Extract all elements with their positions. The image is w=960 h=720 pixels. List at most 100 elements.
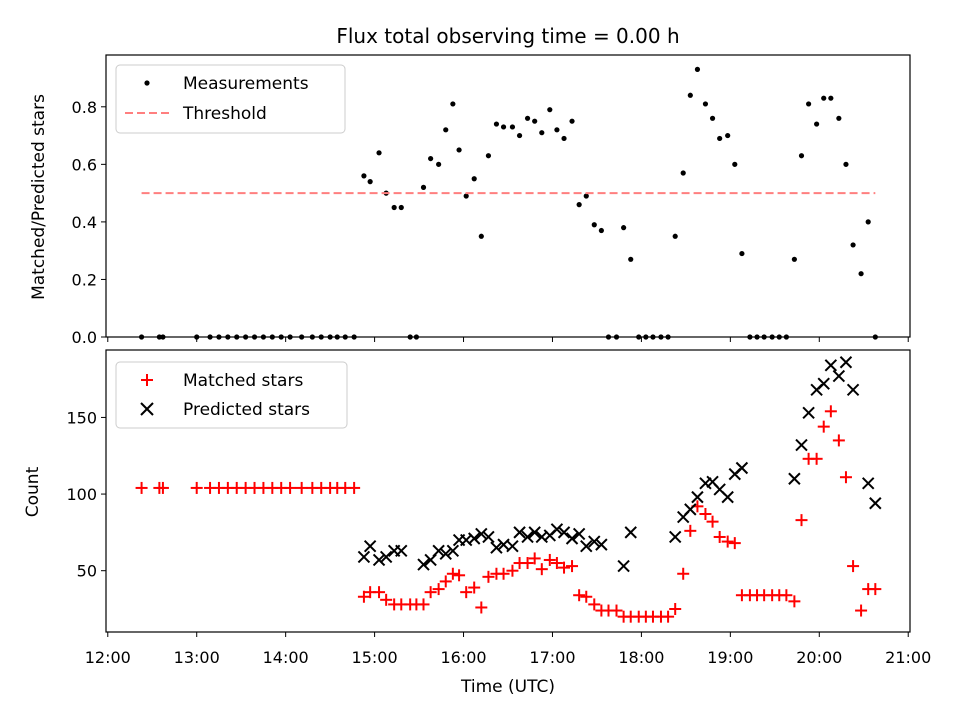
x-tick-label: 18:00 bbox=[618, 648, 664, 667]
matched-stars-point bbox=[156, 481, 169, 494]
measurements-point bbox=[828, 95, 834, 101]
x-tick-label: 16:00 bbox=[440, 648, 486, 667]
bottom-y-tick-label: 50 bbox=[77, 562, 97, 581]
legend-threshold-label: Threshold bbox=[182, 104, 267, 124]
measurements-point bbox=[843, 161, 849, 167]
measurements-point bbox=[569, 118, 575, 124]
measurements-point bbox=[858, 271, 864, 277]
measurements-point bbox=[628, 256, 634, 262]
matched-stars-point bbox=[190, 481, 203, 494]
matched-stars-point bbox=[728, 537, 741, 550]
predicted-stars-point bbox=[417, 558, 430, 571]
measurements-point bbox=[725, 132, 731, 139]
matched-stars-point bbox=[482, 570, 495, 583]
predicted-stars-point bbox=[357, 550, 371, 564]
matched-stars-point bbox=[847, 560, 860, 573]
predicted-stars-point bbox=[475, 527, 488, 541]
matched-stars-point bbox=[610, 604, 623, 617]
top-axes-frame bbox=[105, 54, 911, 338]
measurements-point bbox=[576, 202, 582, 208]
predicted-stars-point bbox=[788, 472, 801, 485]
predicted-stars-point bbox=[580, 539, 593, 553]
matched-stars-point bbox=[468, 581, 481, 594]
measurements-point bbox=[420, 184, 427, 190]
measurements-point bbox=[598, 227, 604, 234]
predicted-stars-point bbox=[506, 539, 519, 553]
matched-stars-point bbox=[295, 481, 308, 494]
x-tick-label: 13:00 bbox=[174, 648, 220, 667]
matched-stars-point bbox=[284, 481, 297, 494]
matched-stars-point bbox=[357, 590, 370, 603]
legend-measurements-marker bbox=[144, 80, 150, 86]
measurements-point bbox=[485, 153, 492, 159]
predicted-stars-point bbox=[372, 553, 386, 567]
matched-stars-point bbox=[475, 601, 488, 614]
matched-stars-point bbox=[439, 575, 452, 588]
measurements-point bbox=[500, 124, 507, 130]
predicted-stars-point bbox=[588, 535, 601, 548]
measurements-point bbox=[821, 95, 827, 101]
measurements-point bbox=[471, 176, 477, 182]
x-tick-label: 12:00 bbox=[85, 648, 131, 667]
predicted-stars-point bbox=[513, 526, 526, 539]
measurements-point bbox=[376, 150, 382, 156]
predicted-stars-point bbox=[846, 383, 860, 397]
predicted-stars-point bbox=[824, 359, 838, 372]
matched-stars-point bbox=[839, 471, 852, 484]
predicted-stars-point bbox=[482, 530, 495, 544]
measurements-point bbox=[621, 225, 627, 231]
matched-stars-point bbox=[795, 514, 808, 527]
measurements-point bbox=[583, 193, 589, 199]
x-tick-label: 17:00 bbox=[529, 648, 575, 667]
x-axis-label: Time (UTC) bbox=[460, 677, 555, 697]
matched-stars-point bbox=[535, 563, 548, 576]
matched-stars-point bbox=[855, 604, 868, 617]
predicted-stars-point bbox=[595, 538, 608, 551]
measurements-point bbox=[791, 256, 797, 262]
predicted-stars-point bbox=[379, 550, 393, 564]
matched-stars-point bbox=[869, 583, 882, 596]
legend-matched-label: Matched stars bbox=[183, 371, 303, 391]
measurements-point bbox=[806, 101, 812, 107]
predicted-stars-point bbox=[363, 539, 377, 553]
measurements-point bbox=[554, 127, 560, 133]
matched-stars-point bbox=[460, 586, 473, 599]
measurements-point bbox=[709, 115, 716, 121]
legend-predicted-label: Predicted stars bbox=[183, 400, 310, 420]
top-y-tick-label: 0.0 bbox=[72, 328, 97, 347]
matched-stars-point bbox=[669, 603, 682, 616]
measurements-point bbox=[450, 101, 456, 107]
x-tick-label: 19:00 bbox=[707, 648, 753, 667]
matched-stars-point bbox=[446, 567, 459, 580]
matched-stars-point bbox=[713, 530, 726, 543]
bottom-y-tick-label: 150 bbox=[66, 408, 97, 427]
measurements-point bbox=[361, 173, 367, 179]
predicted-stars-point bbox=[432, 544, 445, 557]
measurements-point bbox=[687, 92, 693, 98]
predicted-stars-point bbox=[521, 530, 534, 544]
measurements-point bbox=[443, 127, 449, 133]
matched-stars-point bbox=[699, 507, 712, 520]
measurements-point bbox=[436, 161, 442, 167]
matched-stars-point bbox=[832, 434, 845, 447]
matched-stars-point bbox=[453, 569, 466, 582]
matched-stars-point bbox=[543, 553, 556, 566]
legend-predicted-marker bbox=[140, 402, 154, 416]
top-legend: Measurements Threshold bbox=[115, 64, 346, 134]
top-panel: Matched/Predicted stars 0.00.20.40.60.8 … bbox=[29, 54, 911, 347]
matched-stars-point bbox=[348, 481, 361, 494]
matched-stars-point bbox=[558, 561, 571, 574]
matched-stars-point bbox=[684, 524, 697, 537]
measurements-point bbox=[524, 115, 531, 121]
predicted-stars-point bbox=[550, 523, 564, 536]
matched-stars-point bbox=[662, 610, 675, 623]
predicted-stars-point bbox=[395, 544, 408, 557]
top-plot-area: 0.0 0.2 0.4 0.6 0.8 bbox=[72, 54, 911, 347]
predicted-stars-point bbox=[817, 377, 830, 390]
matched-stars-point bbox=[566, 560, 579, 573]
bottom-legend-frame bbox=[115, 361, 348, 429]
matched-stars-point bbox=[424, 586, 437, 599]
measurements-point bbox=[672, 233, 678, 239]
x-tick-label: 14:00 bbox=[263, 648, 309, 667]
